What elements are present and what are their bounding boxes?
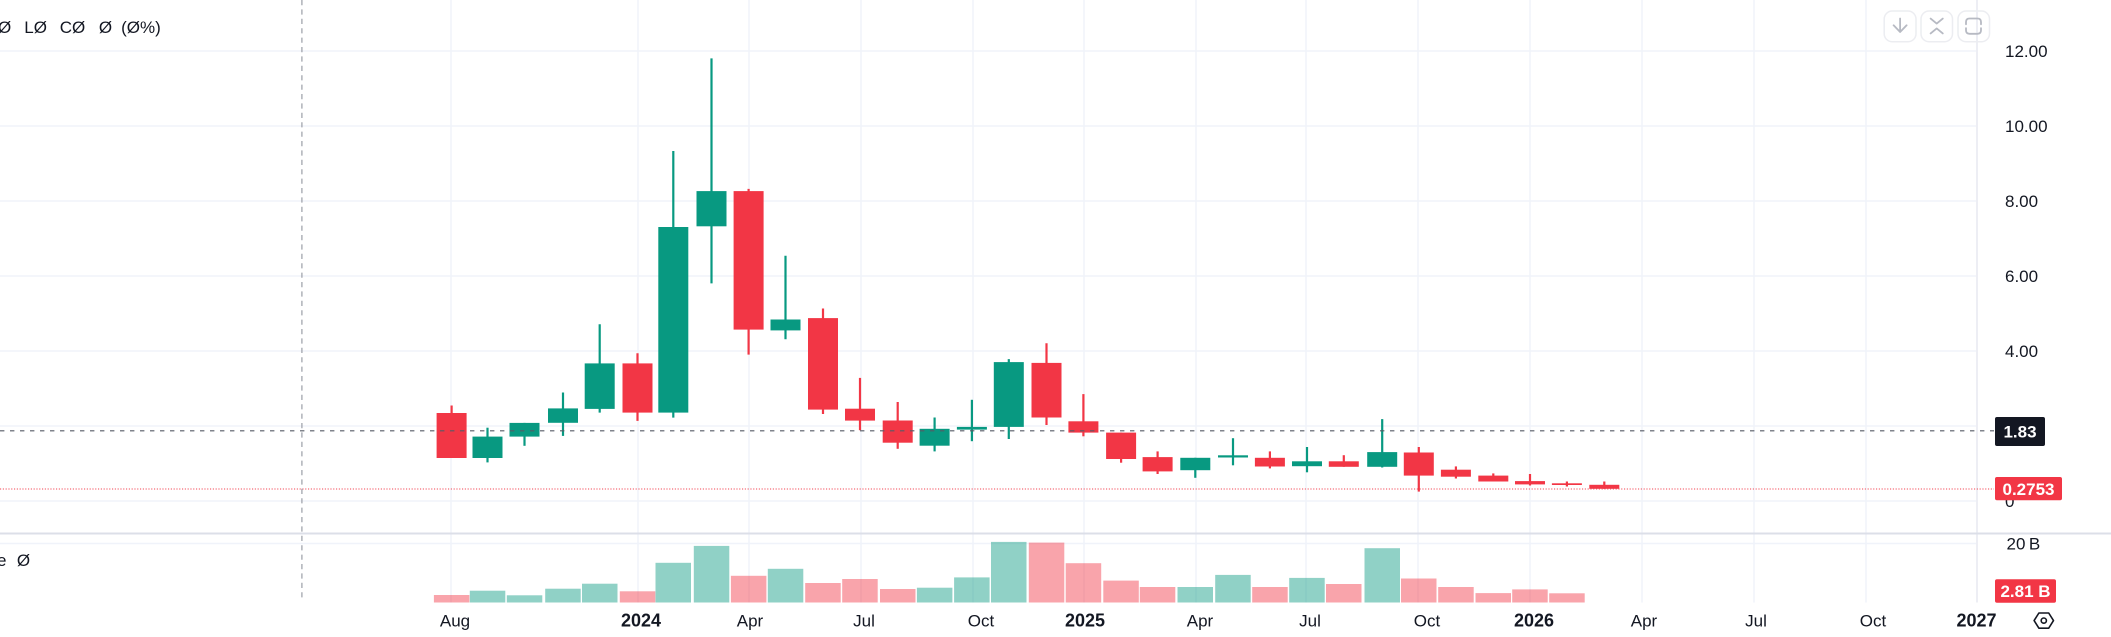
svg-text:Jul: Jul [1745, 612, 1767, 631]
svg-text:2026: 2026 [1514, 611, 1554, 631]
svg-text:Aug: Aug [440, 612, 470, 631]
svg-text:Jul: Jul [853, 612, 875, 631]
svg-text:2027: 2027 [1956, 611, 1996, 631]
svg-text:Oct: Oct [968, 612, 995, 631]
svg-text:Apr: Apr [1187, 612, 1214, 631]
svg-text:0: 0 [2005, 492, 2014, 511]
svg-text:20 B: 20 B [2007, 535, 2041, 554]
svg-text:Oct: Oct [1414, 612, 1441, 631]
svg-text:2024: 2024 [621, 611, 661, 631]
svg-text:2.81 B: 2.81 B [2000, 582, 2050, 601]
svg-text:10.00: 10.00 [2005, 117, 2048, 136]
svg-text:eØ: eØ [0, 551, 30, 570]
svg-text:Oct: Oct [1860, 612, 1887, 631]
svg-text:Apr: Apr [1631, 612, 1658, 631]
svg-text:6.00: 6.00 [2005, 267, 2038, 286]
svg-text:Jul: Jul [1299, 612, 1321, 631]
svg-text:12.00: 12.00 [2005, 42, 2048, 61]
svg-text:Apr: Apr [737, 612, 764, 631]
svg-text:4.00: 4.00 [2005, 342, 2038, 361]
svg-text:1.83: 1.83 [2003, 423, 2036, 442]
svg-text:2025: 2025 [1065, 611, 1105, 631]
svg-text:0.2753: 0.2753 [2003, 480, 2055, 499]
svg-text:8.00: 8.00 [2005, 192, 2038, 211]
